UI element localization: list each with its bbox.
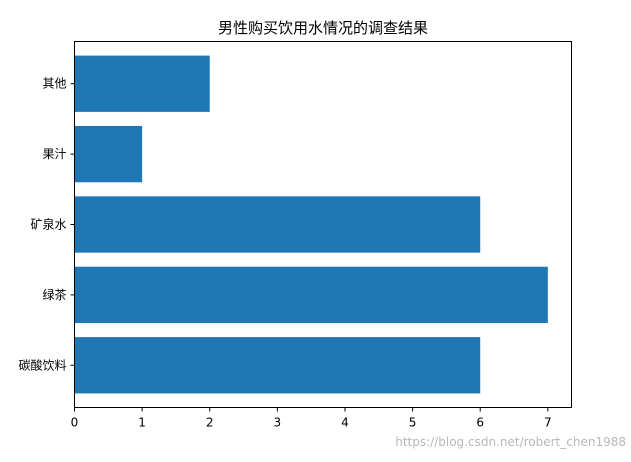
y-tick-label: 矿泉水 (30, 218, 66, 232)
plot-frame (74, 41, 572, 408)
y-tick-label: 碳酸饮料 (18, 357, 66, 372)
watermark-text: https://blog.csdn.net/robert_chen1988 (395, 435, 626, 449)
x-tick-label: 7 (544, 416, 552, 430)
x-tick-label: 0 (71, 416, 79, 430)
x-tick-label: 5 (409, 416, 417, 430)
y-axis-ticks: 碳酸饮料 绿茶 矿泉水 果汁 其他 (18, 77, 75, 372)
bar-1 (74, 266, 548, 324)
x-tick-label: 3 (274, 416, 282, 430)
bar-3 (74, 125, 143, 183)
bar-0 (74, 337, 481, 394)
chart-title: 男性购买饮用水情况的调查结果 (218, 19, 428, 37)
y-tick-label: 果汁 (42, 147, 66, 161)
bars-group (74, 55, 548, 394)
bar-4 (74, 55, 210, 112)
x-tick-label: 2 (206, 416, 214, 430)
bar-2 (74, 196, 481, 253)
x-tick-label: 1 (138, 416, 146, 430)
x-tick-label: 6 (476, 416, 484, 430)
x-tick-label: 4 (341, 416, 349, 430)
y-tick-label: 绿茶 (42, 287, 66, 302)
y-tick-label: 其他 (42, 77, 66, 91)
x-axis-ticks: 0 1 2 3 4 5 6 7 (71, 407, 552, 430)
